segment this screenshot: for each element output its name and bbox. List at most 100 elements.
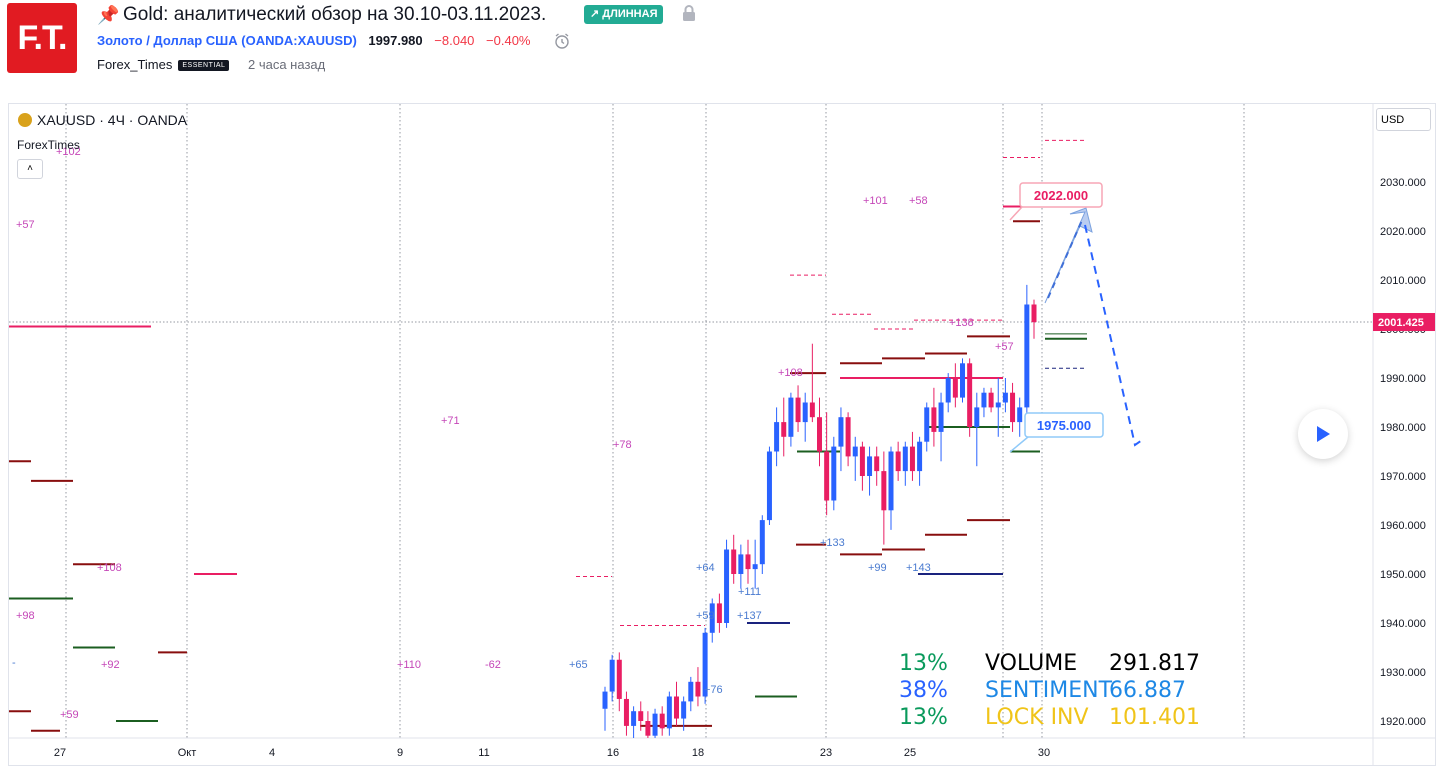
target-down-box xyxy=(1024,412,1104,438)
chart-frame xyxy=(8,103,1436,766)
level-label: +137 xyxy=(737,610,762,622)
candle-body xyxy=(859,446,865,476)
candle-body xyxy=(952,378,958,398)
candle-body xyxy=(852,446,858,457)
candle-body xyxy=(688,681,694,702)
alarm-clock-icon[interactable] xyxy=(553,32,571,55)
candle-body xyxy=(674,696,679,719)
candle-body xyxy=(709,603,715,633)
level-label: +138 xyxy=(949,317,974,329)
y-tick-label: 2010.000 xyxy=(1380,275,1426,287)
candle-body xyxy=(809,402,815,418)
stat-pct: 13% xyxy=(899,651,948,676)
candle-body xyxy=(638,711,644,721)
candle-body xyxy=(788,397,794,437)
candle-body xyxy=(781,422,787,437)
x-tick-label: 16 xyxy=(607,747,619,759)
level-label: +133 xyxy=(820,537,845,549)
target-up-box xyxy=(1019,182,1103,208)
published-time: 2 часа назад xyxy=(248,57,326,72)
level-label: +110 xyxy=(397,659,421,671)
stat-pct: 38% xyxy=(899,678,948,703)
current-price-tag xyxy=(1373,313,1435,332)
candle-body xyxy=(774,422,780,452)
level-label: +59 xyxy=(60,709,79,721)
candle-body xyxy=(759,520,765,565)
essential-badge: ESSENTIAL xyxy=(178,60,230,72)
target-up-label: 2022.000 xyxy=(1034,188,1088,203)
stats-panel: 13% VOLUME 291.817 38% SENTIMENT 66.887 … xyxy=(899,650,1200,731)
play-button[interactable] xyxy=(1298,409,1348,459)
candle-body xyxy=(802,402,808,423)
stat-label: SENTIMENT xyxy=(985,678,1113,703)
candle-body xyxy=(902,446,908,472)
stat-value: 66.887 xyxy=(1109,678,1186,703)
candle-body xyxy=(623,698,629,726)
level-label: -62 xyxy=(485,659,501,671)
level-label: +99 xyxy=(868,562,887,574)
candle-body xyxy=(731,549,737,574)
level-label: +59 xyxy=(696,610,715,622)
candle-body xyxy=(945,378,951,403)
candle-body xyxy=(909,446,915,472)
y-tick-label: 1920.000 xyxy=(1380,716,1426,728)
symbol-code[interactable]: (OANDA:XAUUSD) xyxy=(241,33,357,48)
collapse-legend-button[interactable]: ˄ xyxy=(17,159,43,179)
candle-body xyxy=(645,721,651,736)
candle-body xyxy=(924,407,930,442)
x-tick-label: 23 xyxy=(820,747,832,759)
stats-row-lock-inv: 13% LOCK INV 101.401 xyxy=(899,704,1200,731)
candle-body xyxy=(659,713,665,729)
symbol-line: Золото / Доллар США (OANDA:XAUUSD) 1997.… xyxy=(97,33,530,48)
level-label: +92 xyxy=(101,659,120,671)
candle-body xyxy=(1024,304,1030,408)
candle-body xyxy=(1017,407,1023,423)
y-tick-label: 1950.000 xyxy=(1380,569,1426,581)
candle-body xyxy=(738,554,744,574)
author-row: Forex_Times ESSENTIAL xyxy=(97,57,230,72)
forecast-path-down xyxy=(1084,224,1146,447)
candle-body xyxy=(931,407,937,432)
candle-body xyxy=(702,632,708,697)
candle-body xyxy=(745,554,751,570)
target-down-label: 1975.000 xyxy=(1037,418,1091,433)
candle-body xyxy=(995,402,1001,408)
candle-body xyxy=(867,456,873,476)
level-label: +57 xyxy=(16,219,35,231)
level-label: +108 xyxy=(97,562,122,574)
y-tick-label: 1940.000 xyxy=(1380,618,1426,630)
level-label: +64 xyxy=(696,562,715,574)
candle-body xyxy=(1031,304,1037,323)
candle-body xyxy=(716,603,722,623)
currency-button[interactable]: USD xyxy=(1376,108,1431,131)
candle-body xyxy=(938,402,944,432)
price-change-pct: −0.40% xyxy=(486,33,531,48)
stats-row-volume: 13% VOLUME 291.817 xyxy=(899,650,1200,677)
level-label: +65 xyxy=(569,659,588,671)
candle-body xyxy=(602,691,608,709)
candle-body xyxy=(960,363,965,398)
level-label: +76 xyxy=(704,684,723,696)
stat-value: 291.817 xyxy=(1109,651,1200,676)
forecast-path-up xyxy=(1047,217,1084,299)
x-tick-label: 18 xyxy=(692,747,704,759)
x-tick-label: Окт xyxy=(178,747,197,759)
level-label: +102 xyxy=(56,146,81,158)
last-price: 1997.980 xyxy=(368,33,423,48)
level-label: +101 xyxy=(863,195,888,207)
candle-body xyxy=(766,451,772,521)
author-name[interactable]: Forex_Times xyxy=(97,57,173,72)
candle-body xyxy=(631,711,637,726)
level-label: +71 xyxy=(441,415,460,427)
candle-body xyxy=(1010,392,1016,423)
plot-area: +102 +57 +98 - +59 +108 +92 +110 -62 +71 +78 +65 +64… xyxy=(9,139,1372,738)
price-change: −8.040 xyxy=(434,33,475,48)
y-tick-label: 1970.000 xyxy=(1380,471,1426,483)
forextimes-logo[interactable]: F.T. xyxy=(7,3,77,73)
symbol-link[interactable]: Золото / Доллар США xyxy=(97,33,238,48)
candle-body xyxy=(824,451,830,501)
candle-body xyxy=(967,363,973,427)
y-tick-label: 1980.000 xyxy=(1380,422,1426,434)
idea-title: Gold: аналитический обзор на 30.10-03.11… xyxy=(123,4,547,25)
